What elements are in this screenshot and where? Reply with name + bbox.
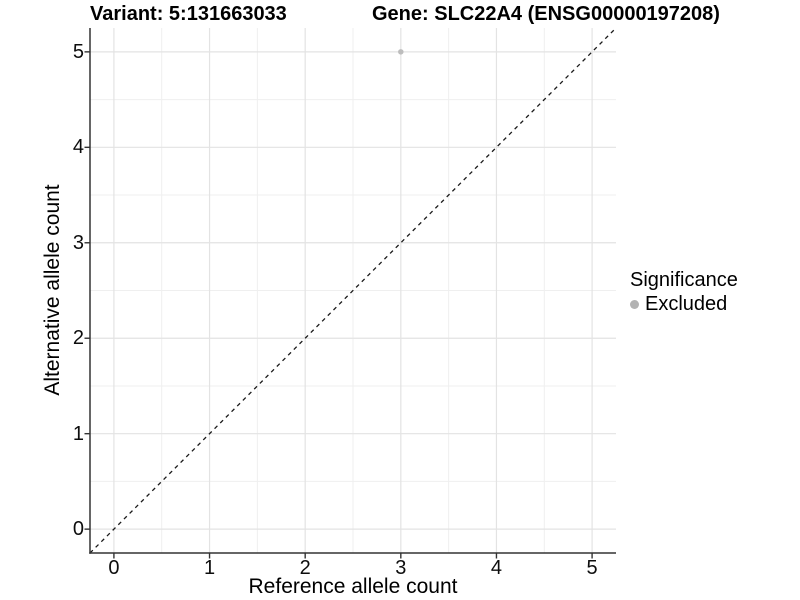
data-point-excluded (398, 49, 404, 55)
y-tick-label: 5 (72, 40, 84, 63)
legend-item-excluded: Excluded (630, 292, 738, 316)
gene-title: Gene: SLC22A4 (ENSG00000197208) (372, 3, 720, 25)
y-tick-label: 0 (72, 518, 84, 541)
identity-line (89, 27, 617, 554)
legend-title: Significance (630, 269, 738, 291)
x-tick-label: 1 (203, 557, 216, 579)
x-tick-label: 4 (490, 557, 503, 579)
y-tick-label: 3 (72, 231, 84, 254)
x-tick-label: 2 (299, 557, 311, 579)
legend-item-label: Excluded (645, 293, 728, 315)
x-axis-title: Reference allele count (248, 575, 458, 598)
y-axis-title: Alternative allele count (41, 184, 64, 396)
x-tick-label: 5 (586, 557, 598, 579)
x-tick-label: 3 (395, 557, 407, 579)
variant-title: Variant: 5:131663033 (90, 3, 287, 25)
y-tick-label: 2 (72, 327, 84, 350)
y-tick-label: 4 (72, 136, 84, 159)
x-tick-label: 0 (108, 557, 120, 579)
y-tick-label: 1 (72, 422, 84, 445)
legend: Significance Excluded (630, 268, 738, 316)
excluded-point-icon (630, 299, 639, 309)
